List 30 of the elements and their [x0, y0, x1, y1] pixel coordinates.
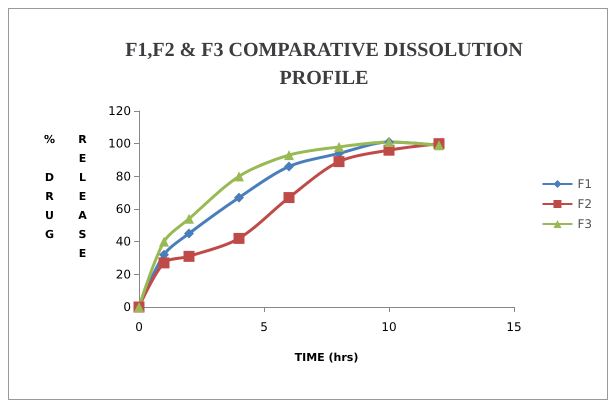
point: [334, 156, 344, 168]
point: [234, 171, 244, 182]
point: [234, 192, 244, 203]
point: [284, 150, 294, 160]
point: [184, 214, 194, 224]
y-tick-label: 0: [123, 300, 131, 314]
y-tick-label: 120: [108, 104, 131, 118]
point: [284, 192, 294, 204]
y-tick-label: 20: [116, 267, 131, 282]
y-tick-label: 60: [116, 202, 131, 216]
y-tick-label: 100: [108, 136, 131, 151]
x-tick-label: 10: [381, 320, 397, 334]
y-tick-label: 80: [116, 169, 131, 184]
text: % DRUG RELEASE: [43, 133, 89, 266]
x-tick-label: 5: [260, 320, 268, 334]
x-axis-title: TIME (hrs): [294, 351, 358, 364]
point: [184, 250, 194, 262]
legend-label: F3: [577, 217, 592, 231]
x-tick-label: 15: [506, 320, 522, 334]
legend-label: F1: [577, 177, 592, 191]
point: [284, 162, 294, 172]
point: [159, 236, 169, 247]
point: [234, 232, 244, 244]
chart-title: F1,F2 & F3 COMPARATIVE DISSOLUTION PROFILE: [125, 39, 524, 89]
x-tick-label: 0: [135, 320, 143, 334]
point: [334, 142, 344, 152]
point: [184, 228, 194, 238]
point: [158, 257, 170, 268]
y-tick-label: 40: [116, 234, 131, 249]
legend-label: F2: [577, 197, 592, 211]
